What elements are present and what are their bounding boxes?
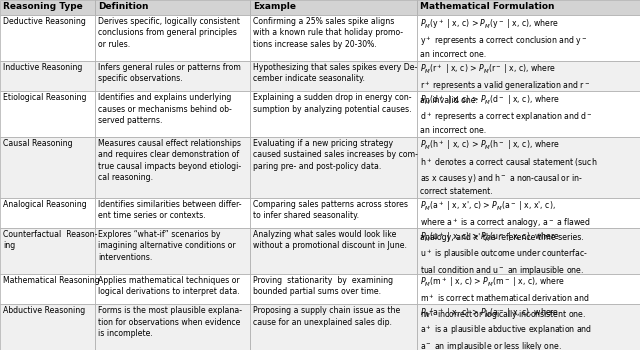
Text: $P_M$(a$^+$ | x, x', c) > $P_M$(a$^-$ | x, x', c),
where a$^+$ is a correct anal: $P_M$(a$^+$ | x, x', c) > $P_M$(a$^-$ | … bbox=[420, 199, 591, 242]
Bar bbox=[250, 91, 417, 137]
Text: Proving  stationarity  by  examining
bounded partial sums over time.: Proving stationarity by examining bounde… bbox=[253, 276, 393, 296]
Text: $P_M$(d$^+$ | x, c) > $P_M$(d$^-$ | x, c), where
d$^+$ represents a correct expl: $P_M$(d$^+$ | x, c) > $P_M$(d$^-$ | x, c… bbox=[420, 93, 593, 135]
Text: $P_M$(r$^+$ | x, c) > $P_M$(r$^-$ | x, c), where
r$^+$ represents a valid genera: $P_M$(r$^+$ | x, c) > $P_M$(r$^-$ | x, c… bbox=[420, 63, 591, 105]
Bar bbox=[0, 137, 95, 198]
Text: Analogical Reasoning: Analogical Reasoning bbox=[3, 199, 87, 209]
Text: Example: Example bbox=[253, 2, 296, 11]
Bar bbox=[417, 137, 640, 198]
Bar bbox=[417, 198, 640, 228]
Bar bbox=[0, 91, 95, 137]
Bar bbox=[0, 274, 95, 304]
Bar bbox=[95, 304, 250, 350]
Text: Mathematical Formulation: Mathematical Formulation bbox=[420, 2, 555, 11]
Text: Evaluating if a new pricing strategy
caused sustained sales increases by com-
pa: Evaluating if a new pricing strategy cau… bbox=[253, 139, 418, 170]
Bar bbox=[95, 137, 250, 198]
Bar bbox=[95, 0, 250, 15]
Text: Measures causal effect relationships
and requires clear demonstration of
true ca: Measures causal effect relationships and… bbox=[98, 139, 241, 182]
Text: Applies mathematical techniques or
logical derivations to interpret data.: Applies mathematical techniques or logic… bbox=[98, 276, 239, 296]
Text: Mathematical Reasoning: Mathematical Reasoning bbox=[3, 276, 100, 285]
Text: Reasoning Type: Reasoning Type bbox=[3, 2, 83, 11]
Bar bbox=[250, 304, 417, 350]
Text: Explaining a sudden drop in energy con-
sumption by analyzing potential causes.: Explaining a sudden drop in energy con- … bbox=[253, 93, 412, 113]
Text: Confirming a 25% sales spike aligns
with a known rule that holiday promo-
tions : Confirming a 25% sales spike aligns with… bbox=[253, 17, 403, 49]
Text: Comparing sales patterns across stores
to infer shared seasonality.: Comparing sales patterns across stores t… bbox=[253, 199, 408, 220]
Text: Abductive Reasoning: Abductive Reasoning bbox=[3, 306, 86, 315]
Bar bbox=[95, 198, 250, 228]
Text: Infers general rules or patterns from
specific observations.: Infers general rules or patterns from sp… bbox=[98, 63, 241, 83]
Bar bbox=[250, 274, 417, 304]
Bar bbox=[417, 304, 640, 350]
Text: $P_M$(a$^+$ | x, c) > $P_M$(a$^-$ | x, c), where
a$^+$ is a plausible abductive : $P_M$(a$^+$ | x, c) > $P_M$(a$^-$ | x, c… bbox=[420, 306, 593, 350]
Bar bbox=[250, 15, 417, 61]
Text: Inductive Reasoning: Inductive Reasoning bbox=[3, 63, 83, 72]
Bar bbox=[0, 304, 95, 350]
Text: Definition: Definition bbox=[98, 2, 148, 11]
Bar bbox=[0, 198, 95, 228]
Text: Proposing a supply chain issue as the
cause for an unexplained sales dip.: Proposing a supply chain issue as the ca… bbox=[253, 306, 400, 327]
Text: $P_M$(m$^+$ | x, c) > $P_M$(m$^-$ | x, c), where
m$^+$ is correct mathematical d: $P_M$(m$^+$ | x, c) > $P_M$(m$^-$ | x, c… bbox=[420, 276, 589, 321]
Text: Deductive Reasoning: Deductive Reasoning bbox=[3, 17, 86, 26]
Text: Forms is the most plausible explana-
tion for observations when evidence
is inco: Forms is the most plausible explana- tio… bbox=[98, 306, 242, 338]
Bar bbox=[417, 0, 640, 15]
Bar bbox=[0, 61, 95, 91]
Bar bbox=[95, 274, 250, 304]
Bar bbox=[417, 61, 640, 91]
Bar bbox=[95, 15, 250, 61]
Bar bbox=[417, 91, 640, 137]
Text: Identifies and explains underlying
causes or mechanisms behind ob-
served patter: Identifies and explains underlying cause… bbox=[98, 93, 232, 125]
Text: Analyzing what sales would look like
without a promotional discount in June.: Analyzing what sales would look like wit… bbox=[253, 230, 407, 251]
Bar bbox=[95, 91, 250, 137]
Text: Etiological Reasoning: Etiological Reasoning bbox=[3, 93, 86, 102]
Bar bbox=[250, 137, 417, 198]
Bar bbox=[0, 228, 95, 274]
Text: Derives specific, logically consistent
conclusions from general principles
or ru: Derives specific, logically consistent c… bbox=[98, 17, 240, 49]
Text: $P_M$(u$^+$ | x, c) > $P_M$(u$^-$ | x, c), where
u$^+$ is plausible outcome unde: $P_M$(u$^+$ | x, c) > $P_M$(u$^-$ | x, c… bbox=[420, 230, 588, 277]
Bar bbox=[250, 198, 417, 228]
Bar bbox=[0, 15, 95, 61]
Text: Counterfactual  Reason-
ing: Counterfactual Reason- ing bbox=[3, 230, 97, 251]
Bar bbox=[417, 274, 640, 304]
Text: Identifies similarities between differ-
ent time series or contexts.: Identifies similarities between differ- … bbox=[98, 199, 241, 220]
Text: $P_M$(y$^+$ | x, c) > $P_M$(y$^-$ | x, c), where
y$^+$ represents a correct conc: $P_M$(y$^+$ | x, c) > $P_M$(y$^-$ | x, c… bbox=[420, 17, 588, 59]
Text: Explores “what-if” scenarios by
imagining alternative conditions or
intervention: Explores “what-if” scenarios by imaginin… bbox=[98, 230, 236, 262]
Text: Hypothesizing that sales spikes every De-
cember indicate seasonality.: Hypothesizing that sales spikes every De… bbox=[253, 63, 417, 83]
Bar bbox=[250, 61, 417, 91]
Bar bbox=[95, 61, 250, 91]
Bar bbox=[417, 15, 640, 61]
Text: Causal Reasoning: Causal Reasoning bbox=[3, 139, 73, 148]
Bar bbox=[0, 0, 95, 15]
Bar bbox=[417, 228, 640, 274]
Bar bbox=[250, 0, 417, 15]
Text: $P_M$(h$^+$ | x, c) > $P_M$(h$^-$ | x, c), where
h$^+$ denotes a correct causal : $P_M$(h$^+$ | x, c) > $P_M$(h$^-$ | x, c… bbox=[420, 139, 598, 196]
Bar bbox=[250, 228, 417, 274]
Bar bbox=[95, 228, 250, 274]
